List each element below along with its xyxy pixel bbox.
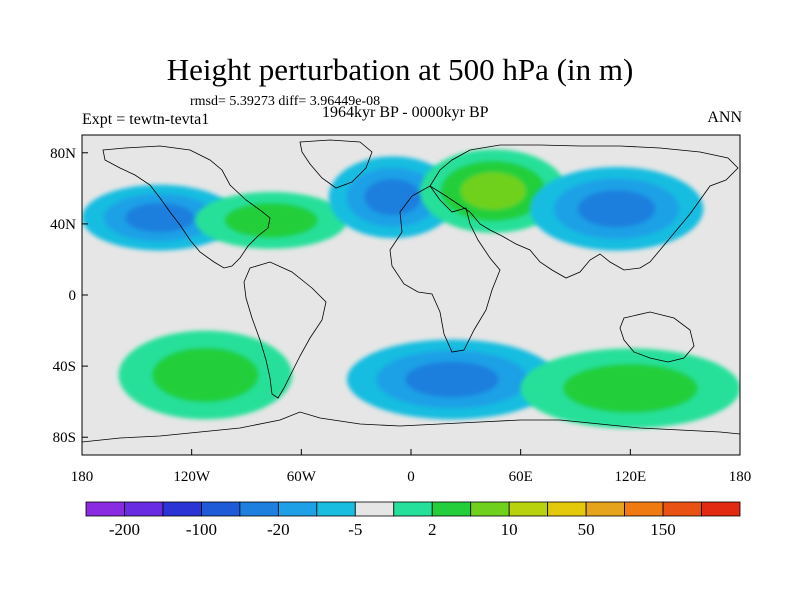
x-tick-label: 0	[407, 469, 415, 485]
greenland-coast	[299, 139, 373, 189]
colorbar-swatch	[85, 501, 125, 517]
x-tick-label: 60W	[287, 469, 317, 485]
north-america-coast	[102, 145, 271, 269]
colorbar-swatch	[162, 501, 202, 517]
coastlines	[82, 139, 740, 443]
y-tick-label: 0	[69, 288, 77, 304]
x-tick-label: 180	[729, 469, 752, 485]
contour-level	[562, 363, 698, 413]
colorbar-swatch	[547, 501, 587, 517]
colorbar-swatch	[124, 501, 164, 517]
x-tick-label: 120E	[614, 469, 646, 485]
colorbar-swatch	[431, 501, 472, 517]
colorbar-swatch	[508, 501, 549, 517]
colorbar-swatch	[624, 501, 664, 517]
australia-coast	[619, 311, 695, 363]
colorbar-swatch	[316, 501, 356, 517]
contour-level	[364, 179, 422, 216]
time-period-label: 1964kyr BP - 0000kyr BP	[322, 104, 489, 121]
colorbar-label: -5	[348, 520, 362, 539]
colorbar-label: 50	[578, 520, 595, 539]
contour-blob	[118, 330, 293, 420]
colorbar-label: 150	[650, 520, 676, 539]
contour-blob	[195, 191, 348, 249]
contour-level	[125, 203, 195, 233]
rmsd-diff-stats: rmsd= 5.39273 diff= 3.96449e-08	[190, 94, 381, 109]
south-america-coast	[243, 261, 327, 399]
plot-area	[81, 134, 741, 456]
colorbar-label: 2	[428, 520, 437, 539]
experiment-label: Expt = tewtn-tevta1	[82, 111, 210, 128]
colorbar-label: -20	[267, 520, 290, 539]
contour-level	[224, 202, 318, 238]
y-tick-label: 40S	[53, 359, 76, 375]
season-label: ANN	[707, 109, 742, 126]
contour-blob	[420, 149, 567, 233]
antarctica-coast	[82, 411, 740, 443]
contour-level	[460, 172, 526, 210]
eurasia-coast	[429, 144, 739, 279]
contour-level	[151, 347, 259, 403]
plot-title: Height perturbation at 500 hPa (in m)	[166, 52, 634, 87]
colorbar-swatch	[393, 501, 433, 517]
europe-africa-coast	[389, 185, 501, 353]
contour-blob	[347, 339, 558, 420]
contour-field	[82, 149, 740, 429]
colorbar-label: 10	[501, 520, 518, 539]
contour-level	[578, 190, 656, 228]
colorbar-swatch	[470, 501, 510, 517]
contour-blob	[82, 184, 238, 251]
x-tick-label: 60E	[509, 469, 533, 485]
x-tick-label: 180	[71, 469, 94, 485]
colorbar-label: -100	[186, 520, 217, 539]
colorbar-swatch	[277, 501, 318, 517]
colorbar-swatch	[662, 501, 702, 517]
colorbar-swatch	[585, 501, 625, 517]
colorbar-label: -200	[109, 520, 140, 539]
colorbar-swatch	[201, 501, 241, 517]
contour-blob	[529, 166, 704, 251]
colorbar-swatch	[354, 501, 395, 517]
y-tick-label: 80N	[50, 146, 76, 162]
x-tick-label: 120W	[173, 469, 211, 485]
map-axes: 180 120W 60W 0 60E 120E 180 80N 40N 0 40S 80S	[50, 146, 751, 485]
colorbar-swatch	[701, 501, 741, 517]
contour-blob	[520, 348, 740, 429]
y-tick-label: 80S	[53, 430, 76, 446]
colorbar-legend: -200 -100 -20 -5 2 10 50 150	[85, 501, 741, 539]
y-tick-label: 40N	[50, 217, 76, 233]
contour-level	[405, 361, 499, 398]
colorbar-swatch	[239, 501, 279, 517]
